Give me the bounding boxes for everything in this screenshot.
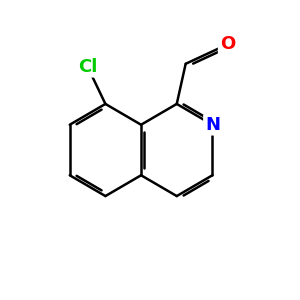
Text: O: O — [220, 35, 235, 53]
Text: N: N — [205, 116, 220, 134]
Text: Cl: Cl — [78, 58, 97, 76]
